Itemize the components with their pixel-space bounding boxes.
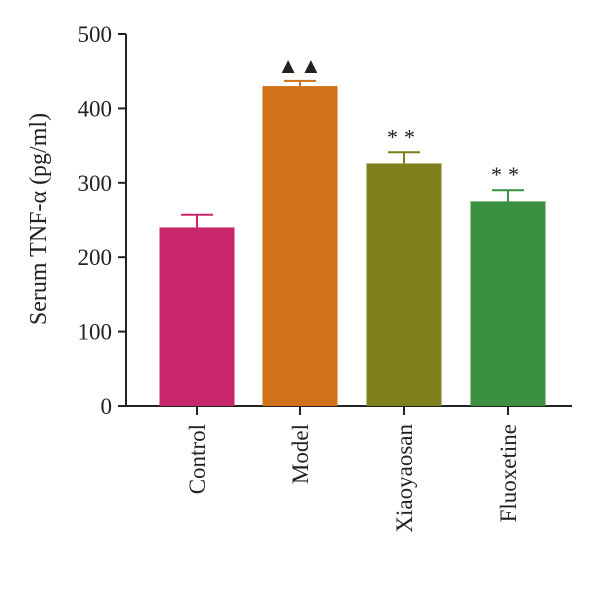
y-tick-label: 0 [101,394,113,419]
x-tick-label: Fluoxetine [496,424,521,522]
bar-xiaoyaosan [366,163,442,406]
y-tick-label: 500 [78,22,113,47]
x-tick-label: Control [185,424,210,494]
x-tick-label: Xiaoyaosan [392,424,417,533]
y-tick-label: 200 [78,245,113,270]
x-axis: Control Model Xiaoyaosan Fluoxetine [126,405,572,533]
y-tick-label: 400 [78,96,113,121]
y-tick-label: 100 [78,320,113,345]
significance-marker: ** [387,124,421,149]
x-tick-label: Model [288,424,313,484]
significance-annotations: ▲▲ ** ** [277,53,525,187]
bar-fluoxetine [470,201,546,406]
bars [159,86,546,406]
error-bars [181,79,524,228]
significance-marker: ** [491,162,525,187]
bar-control [159,227,235,406]
y-axis-label: Serum TNF-α (pg/ml) [26,113,52,325]
significance-marker: ▲▲ [277,53,323,78]
y-axis: 0 100 200 300 400 500 [78,22,127,419]
bar-model [262,86,338,406]
y-tick-label: 300 [78,171,113,196]
